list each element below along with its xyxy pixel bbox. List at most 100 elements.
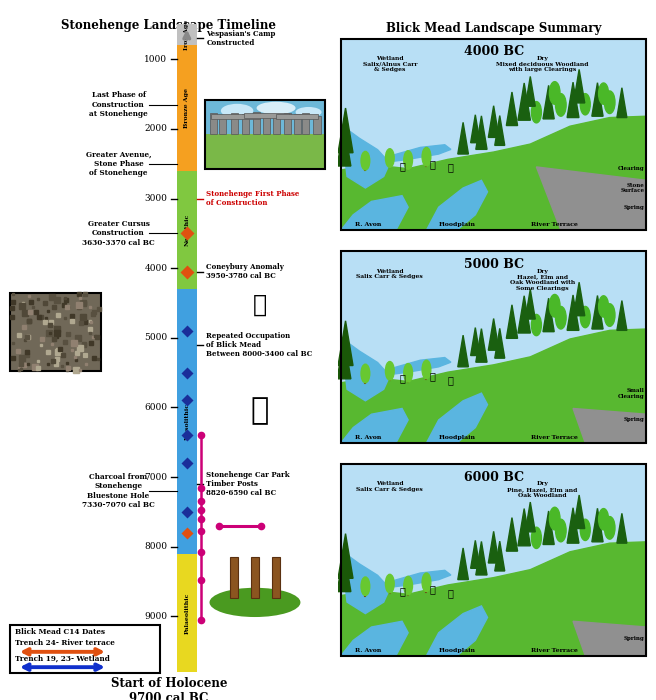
Polygon shape [378,145,451,163]
Text: Blick Mead Landscape Summary: Blick Mead Landscape Summary [386,22,602,35]
Text: 6000 BC: 6000 BC [464,471,523,484]
Polygon shape [592,508,603,542]
Circle shape [556,307,566,329]
Bar [10,293,102,370]
Polygon shape [338,321,353,365]
Bar [177,25,197,46]
Bar [177,46,197,171]
Text: River Terrace: River Terrace [531,648,578,653]
Bar [272,557,280,598]
Polygon shape [426,393,487,443]
Circle shape [581,519,590,540]
Circle shape [531,527,541,549]
FancyBboxPatch shape [10,624,160,673]
Text: Blick Mead C14 Dates: Blick Mead C14 Dates [15,628,106,636]
Polygon shape [341,409,408,443]
Text: Floodplain: Floodplain [438,648,476,653]
Ellipse shape [221,104,253,118]
Polygon shape [341,116,646,230]
Bar [263,114,270,134]
Circle shape [598,296,609,317]
Polygon shape [506,92,518,125]
Polygon shape [341,329,646,443]
Polygon shape [518,83,531,120]
Bar [341,251,646,443]
Text: 🐄: 🐄 [399,374,405,384]
Text: 7000: 7000 [144,473,167,482]
Circle shape [550,82,560,104]
Bar [341,38,646,230]
Polygon shape [341,125,390,188]
Ellipse shape [256,102,296,114]
Polygon shape [506,304,518,338]
Text: 🐄: 🐄 [399,587,405,596]
Text: Coneybury Anomaly
3950-3780 cal BC: Coneybury Anomaly 3950-3780 cal BC [206,263,284,280]
Bar [294,114,301,134]
Circle shape [550,295,560,317]
Circle shape [581,307,590,328]
Polygon shape [573,69,584,103]
Polygon shape [458,548,468,580]
Polygon shape [495,116,504,146]
Text: 🐄: 🐄 [399,161,405,171]
Circle shape [598,83,609,104]
Polygon shape [495,541,504,571]
Circle shape [604,304,615,326]
Text: R. Avon: R. Avon [356,648,382,653]
Polygon shape [592,295,603,329]
Polygon shape [458,335,468,367]
Polygon shape [543,298,554,332]
Bar [205,134,325,169]
Text: Start of Holocene
9700 cal BC: Start of Holocene 9700 cal BC [111,677,227,700]
Bar [209,113,216,134]
Polygon shape [470,328,480,356]
Bar [341,251,646,443]
Text: Small
Clearing: Small Clearing [618,388,645,398]
Text: 🐄: 🐄 [430,372,436,382]
Polygon shape [573,622,646,656]
Polygon shape [537,167,646,230]
Text: Dry
Mixed deciduous Woodland
with large Clearings: Dry Mixed deciduous Woodland with large … [496,56,588,73]
Bar [273,115,280,134]
Text: 3000: 3000 [144,194,167,203]
Polygon shape [525,502,535,532]
Polygon shape [488,318,499,350]
Text: Wetland
Salix Carr & Sedges: Wetland Salix Carr & Sedges [356,482,423,492]
Polygon shape [518,509,531,546]
Polygon shape [525,76,535,106]
Bar [205,99,325,134]
Circle shape [581,94,590,115]
Text: 2000: 2000 [144,125,167,134]
Polygon shape [337,551,351,591]
Text: Last Phase of
Construction
at Stonehenge: Last Phase of Construction at Stonehenge [89,91,148,118]
Text: Charcoal from
Stonehenge
Bluestone Hole
7330-7070 cal BC: Charcoal from Stonehenge Bluestone Hole … [82,473,155,509]
Text: Clearing: Clearing [618,167,645,172]
Text: 🦌: 🦌 [253,293,267,317]
Text: R. Avon: R. Avon [356,223,382,228]
Text: Stonehenge Car Park
Timber Posts
8820-6590 cal BC: Stonehenge Car Park Timber Posts 8820-65… [206,471,290,497]
Bar [276,114,318,120]
Bar [230,557,237,598]
Text: Mesolithic: Mesolithic [184,403,190,440]
Polygon shape [338,108,353,153]
Polygon shape [525,289,535,319]
Text: Greater Avenue,
Stone Phase
of Stonehenge: Greater Avenue, Stone Phase of Stoneheng… [86,150,152,177]
Bar [177,289,197,554]
Circle shape [604,517,615,539]
Bar [253,112,260,134]
Text: 9000: 9000 [144,612,167,621]
Circle shape [404,363,413,382]
Polygon shape [341,550,390,614]
Text: 🐄: 🐄 [430,584,436,594]
Text: Stonehenge Landscape Timeline: Stonehenge Landscape Timeline [62,19,276,32]
Polygon shape [488,531,499,563]
Circle shape [531,102,541,123]
Polygon shape [476,116,487,149]
Text: 5000 BC: 5000 BC [464,258,523,271]
Bar [219,116,226,134]
Ellipse shape [209,588,300,617]
Text: Spring: Spring [624,636,645,641]
Polygon shape [567,295,579,330]
Circle shape [386,148,394,167]
Polygon shape [573,282,584,316]
